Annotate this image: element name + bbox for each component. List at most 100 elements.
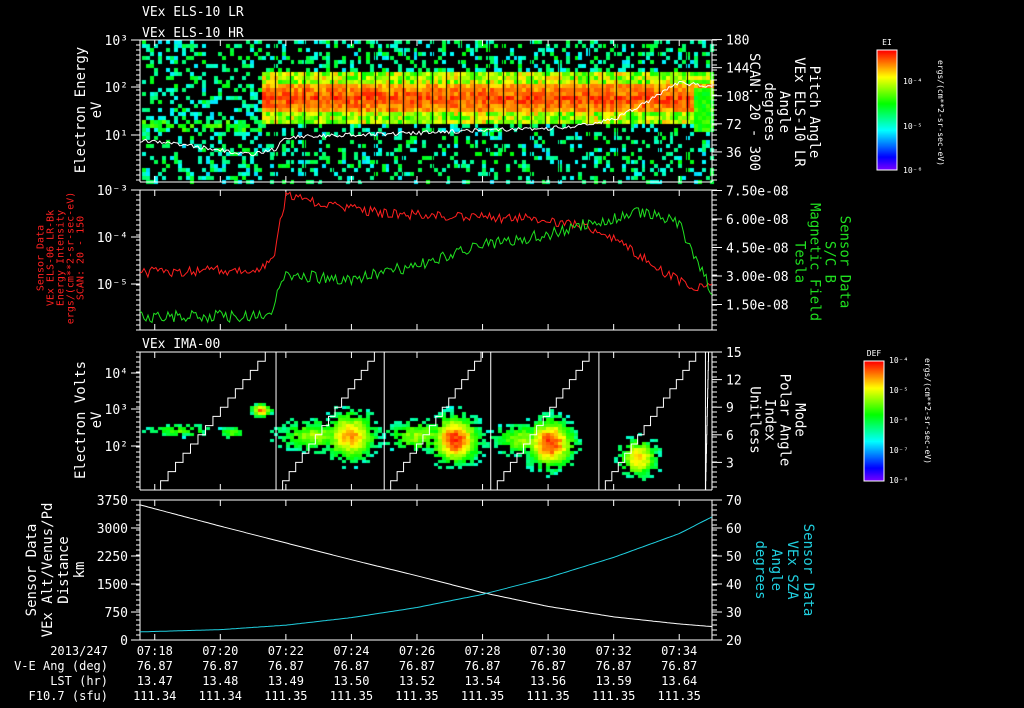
label-line: ergs/(cm**2-sr-sec-eV) <box>66 192 77 324</box>
table-cell: 07:30 <box>530 644 566 658</box>
y-tick-label: 3750 <box>97 494 128 509</box>
table-cell: 07:24 <box>333 644 369 658</box>
y-tick-label: 10² <box>105 81 128 96</box>
table-cell: 13.54 <box>464 674 500 688</box>
y-tick-label: 2250 <box>97 550 128 565</box>
y2-tick-label: 15 <box>726 346 742 361</box>
label-line: Distance <box>56 536 72 603</box>
y2-tick-label: 9 <box>726 401 734 416</box>
colorbar-title: EI <box>882 38 892 47</box>
panel-title: VEx IMA-00 <box>142 337 220 352</box>
y2-axis-label: ModePolar AngleIndexUnitless <box>747 374 808 467</box>
table-cell: 13.56 <box>530 674 566 688</box>
y-tick-label: 10³ <box>105 34 128 49</box>
label-line: eV <box>89 101 105 118</box>
y-axis-label: Electron EnergyeV <box>73 47 105 173</box>
y-tick-label: 10¹ <box>105 129 128 144</box>
label-line: Polar Angle <box>777 374 793 467</box>
table-cell: 07:34 <box>661 644 697 658</box>
table-cell: 111.34 <box>133 689 176 703</box>
table-cell: 111.35 <box>264 689 307 703</box>
sza-line <box>139 516 713 633</box>
label-line: Magnetic Field <box>807 203 823 321</box>
y2-tick-label: 3 <box>726 456 734 471</box>
y2-tick-label: 40 <box>726 578 742 593</box>
y-tick-label: 10⁻³ <box>97 184 128 199</box>
table-cell: 13.59 <box>596 674 632 688</box>
label-line: km <box>72 562 88 579</box>
table-cell: 07:32 <box>596 644 632 658</box>
label-line: VEx Alt/Venus/Pd <box>40 503 56 638</box>
label-line: Pitch Angle <box>806 66 822 159</box>
table-cell: 76.87 <box>530 659 566 673</box>
label-line: eV <box>89 411 105 428</box>
y2-tick-label: 7.50e-08 <box>726 185 789 200</box>
table-cell: 76.87 <box>268 659 304 673</box>
table-cell: 111.35 <box>395 689 438 703</box>
table-cell: 76.87 <box>202 659 238 673</box>
table-cell: 07:18 <box>137 644 173 658</box>
table-cell: 111.34 <box>199 689 242 703</box>
y2-tick-label: 144 <box>726 62 750 77</box>
table-cell: 13.52 <box>399 674 435 688</box>
altitude-line <box>139 504 713 628</box>
y-tick-label: 10⁻⁴ <box>97 231 128 246</box>
colorbar-tick: 10⁻⁴ <box>889 356 908 365</box>
table-cell: 111.35 <box>658 689 701 703</box>
label-line: VEx ELS-06 LR-Bk <box>46 210 57 306</box>
table-cell: 111.35 <box>461 689 504 703</box>
y2-tick-label: 50 <box>726 550 742 565</box>
table-cell: 13.48 <box>202 674 238 688</box>
table-cell: 76.87 <box>399 659 435 673</box>
label-line: Sensor Data <box>837 216 853 309</box>
table-cell: 111.35 <box>330 689 373 703</box>
polar-index-line <box>598 351 703 491</box>
colorbar-title: DEF <box>867 349 882 358</box>
y2-tick-label: 30 <box>726 606 742 621</box>
polar-index-line <box>490 351 596 491</box>
y2-tick-label: 108 <box>726 90 749 105</box>
polar-index-line <box>384 351 488 491</box>
label-line: Mode <box>792 403 808 437</box>
label-line: Electron Energy <box>73 47 89 173</box>
energy-intensity-line <box>139 191 713 292</box>
label-line: Sensor Data <box>36 225 47 291</box>
table-cell: 76.87 <box>333 659 369 673</box>
label-line: Energy Intensity <box>56 210 67 306</box>
label-line: S/C B <box>822 241 838 283</box>
polar-index-line <box>276 351 381 491</box>
y-tick-label: 0 <box>120 634 128 649</box>
label-line: VEx SZA <box>784 540 800 600</box>
table-cell: 76.87 <box>464 659 500 673</box>
y2-tick-label: 6.00e-08 <box>726 213 789 228</box>
label-line: SCAN: 20 - 150 <box>76 216 87 300</box>
label-line: VEx ELS-10 LR <box>791 57 807 167</box>
colorbar-tick: 10⁻⁸ <box>889 476 908 485</box>
table-cell: 76.87 <box>137 659 173 673</box>
label-line: Index <box>762 399 778 441</box>
y-tick-label: 10³ <box>105 403 128 418</box>
colorbar-tick: 10⁻⁷ <box>889 446 908 455</box>
pitch-angle-line <box>139 80 713 157</box>
table-cell: 111.35 <box>592 689 635 703</box>
table-cell: 07:28 <box>464 644 500 658</box>
label-line: Angle <box>776 91 792 133</box>
y2-axis-label: Sensor DataVEx SZAAngledegrees <box>752 524 816 617</box>
y2-tick-label: 60 <box>726 522 742 537</box>
label-line: Angle <box>768 549 784 591</box>
y2-tick-label: 12 <box>726 374 742 389</box>
y2-tick-label: 36 <box>726 146 742 161</box>
table-cell: 07:22 <box>268 644 304 658</box>
colorbar-ei <box>876 49 898 171</box>
y2-tick-label: 180 <box>726 34 749 49</box>
y2-axis-label: Pitch AngleVEx ELS-10 LRAngledegreesSCAN… <box>746 53 822 171</box>
table-row-label: F10.7 (sfu) <box>29 689 108 703</box>
colorbar-tick: 10⁻⁶ <box>889 416 908 425</box>
y-axis-label: Sensor DataVEx ELS-06 LR-BkEnergy Intens… <box>36 192 87 324</box>
colorbar-units: ergs/(cm**2-sr-sec-eV) <box>936 60 945 166</box>
table-cell: 07:20 <box>202 644 238 658</box>
label-line: Unitless <box>747 386 763 453</box>
